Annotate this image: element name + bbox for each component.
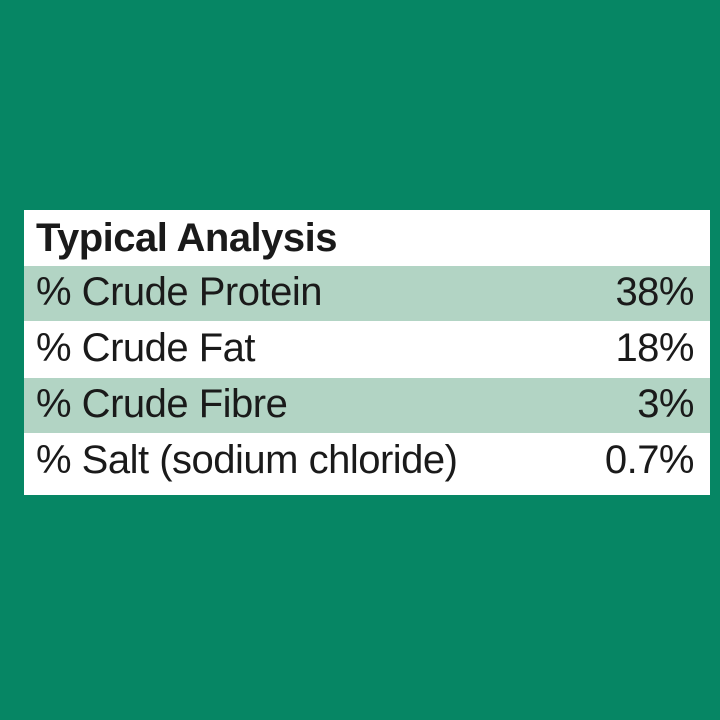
row-label: % Crude Protein	[36, 270, 322, 315]
row-value: 3%	[637, 382, 694, 427]
row-label: % Crude Fat	[36, 326, 255, 371]
rows-container: % Crude Protein38%% Crude Fat18%% Crude …	[24, 266, 710, 489]
row-value: 0.7%	[605, 438, 694, 483]
table-row: % Crude Fibre 3%	[24, 378, 710, 433]
row-label: % Crude Fibre	[36, 382, 287, 427]
page: Typical Analysis % Crude Protein38%% Cru…	[0, 0, 720, 720]
panel-title: Typical Analysis	[36, 216, 337, 260]
table-row: % Crude Fat 18%	[24, 322, 710, 377]
table-row: % Salt (sodium chloride) 0.7%	[24, 434, 710, 489]
table-row: % Crude Protein 38%	[24, 266, 710, 321]
analysis-panel: Typical Analysis % Crude Protein38%% Cru…	[24, 210, 710, 495]
row-label: % Salt (sodium chloride)	[36, 438, 458, 483]
row-value: 38%	[615, 270, 694, 315]
row-value: 18%	[615, 326, 694, 371]
title-row: Typical Analysis	[24, 210, 710, 265]
